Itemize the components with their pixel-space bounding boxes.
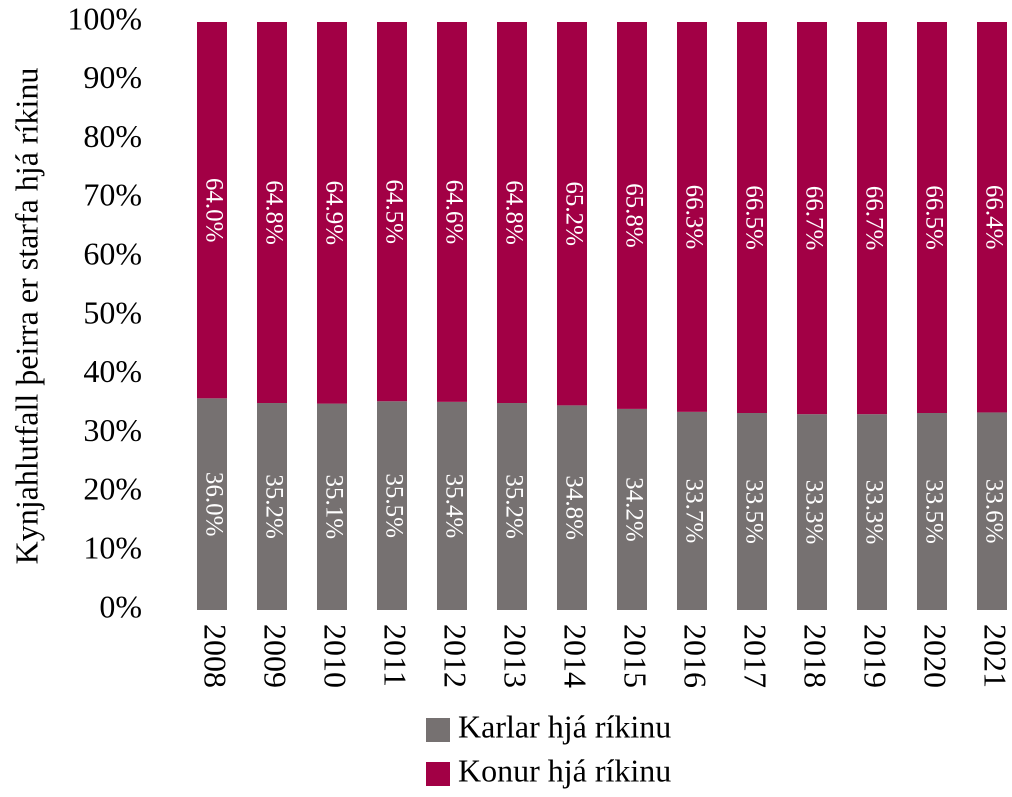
data-label: 64.9% (320, 181, 347, 246)
bar-segment (557, 405, 587, 610)
data-label: 33.6% (980, 479, 1007, 544)
bar-segment (617, 22, 647, 409)
bar-segment (437, 401, 467, 610)
data-label: 64.8% (500, 180, 527, 245)
bar-segment (497, 22, 527, 404)
x-tick-label: 2012 (438, 624, 474, 688)
bar-segment (857, 22, 887, 415)
data-label: 35.4% (440, 474, 467, 539)
bar-segment (737, 413, 767, 610)
x-tick-label: 2015 (618, 624, 654, 688)
y-tick-label: 80% (83, 118, 142, 154)
data-label: 66.5% (740, 185, 767, 250)
y-tick-label: 60% (83, 236, 142, 272)
bar-segment (617, 408, 647, 610)
x-tick-label: 2021 (978, 624, 1012, 688)
y-tick-label: 70% (83, 177, 142, 213)
data-label: 36.0% (200, 472, 227, 537)
data-label: 66.4% (980, 185, 1007, 250)
data-label: 33.5% (740, 479, 767, 544)
bar-segment (797, 414, 827, 610)
data-label: 35.5% (380, 473, 407, 538)
data-label: 35.1% (320, 475, 347, 540)
data-label: 64.8% (260, 180, 287, 245)
data-label: 33.3% (800, 480, 827, 545)
bar-segment (317, 403, 347, 610)
legend-swatch (426, 762, 450, 786)
x-tick-label: 2008 (198, 624, 234, 688)
data-label: 64.0% (200, 178, 227, 243)
y-tick-label: 10% (83, 530, 142, 566)
legend-label: Konur hjá ríkinu (458, 752, 671, 788)
y-tick-label: 40% (83, 353, 142, 389)
bar-segment (917, 413, 947, 610)
legend-label: Karlar hjá ríkinu (458, 708, 671, 744)
data-label: 33.5% (920, 479, 947, 544)
data-label: 66.5% (920, 185, 947, 250)
x-tick-label: 2014 (558, 624, 594, 688)
bar-segment (977, 22, 1007, 413)
bar-segment (857, 414, 887, 610)
data-label: 34.2% (620, 477, 647, 542)
x-tick-label: 2019 (858, 624, 894, 688)
x-tick-label: 2010 (318, 624, 354, 688)
bar-segment (977, 412, 1007, 610)
data-label: 66.7% (800, 186, 827, 251)
bar-segment (917, 22, 947, 414)
bar-segment (257, 22, 287, 404)
x-tick-label: 2013 (498, 624, 534, 688)
data-label: 34.8% (560, 475, 587, 540)
bar-segment (677, 411, 707, 610)
y-tick-label: 100% (67, 0, 142, 36)
bar-segment (197, 22, 227, 399)
x-tick-label: 2011 (378, 624, 414, 687)
bar-segment (257, 403, 287, 610)
bar-segment (377, 22, 407, 402)
bar-segment (317, 22, 347, 404)
y-tick-label: 30% (83, 412, 142, 448)
data-label: 33.3% (860, 480, 887, 545)
y-tick-label: 90% (83, 59, 142, 95)
bar-segment (677, 22, 707, 412)
bar-segment (377, 401, 407, 610)
data-label: 66.7% (860, 186, 887, 251)
y-tick-label: 20% (83, 471, 142, 507)
data-label: 64.6% (440, 180, 467, 245)
x-tick-label: 2017 (738, 624, 774, 688)
data-label: 33.7% (680, 479, 707, 544)
data-label: 65.8% (620, 183, 647, 248)
bar-segment (437, 22, 467, 402)
bar-segment (737, 22, 767, 414)
bar-segment (197, 398, 227, 610)
x-tick-label: 2018 (798, 624, 834, 688)
data-label: 35.2% (500, 474, 527, 539)
y-tick-label: 0% (99, 588, 142, 624)
data-label: 35.2% (260, 474, 287, 539)
bar-segment (497, 403, 527, 610)
bar-segment (557, 22, 587, 406)
bar-segment (797, 22, 827, 415)
data-label: 65.2% (560, 181, 587, 246)
x-tick-label: 2016 (678, 624, 714, 688)
x-tick-label: 2020 (918, 624, 954, 688)
data-label: 64.5% (380, 179, 407, 244)
x-tick-label: 2009 (258, 624, 294, 688)
y-axis-label: Kynjahlutfall þeirra er starfa hjá ríkin… (8, 68, 44, 565)
legend-swatch (426, 718, 450, 742)
y-tick-label: 50% (83, 294, 142, 330)
data-label: 66.3% (680, 185, 707, 250)
